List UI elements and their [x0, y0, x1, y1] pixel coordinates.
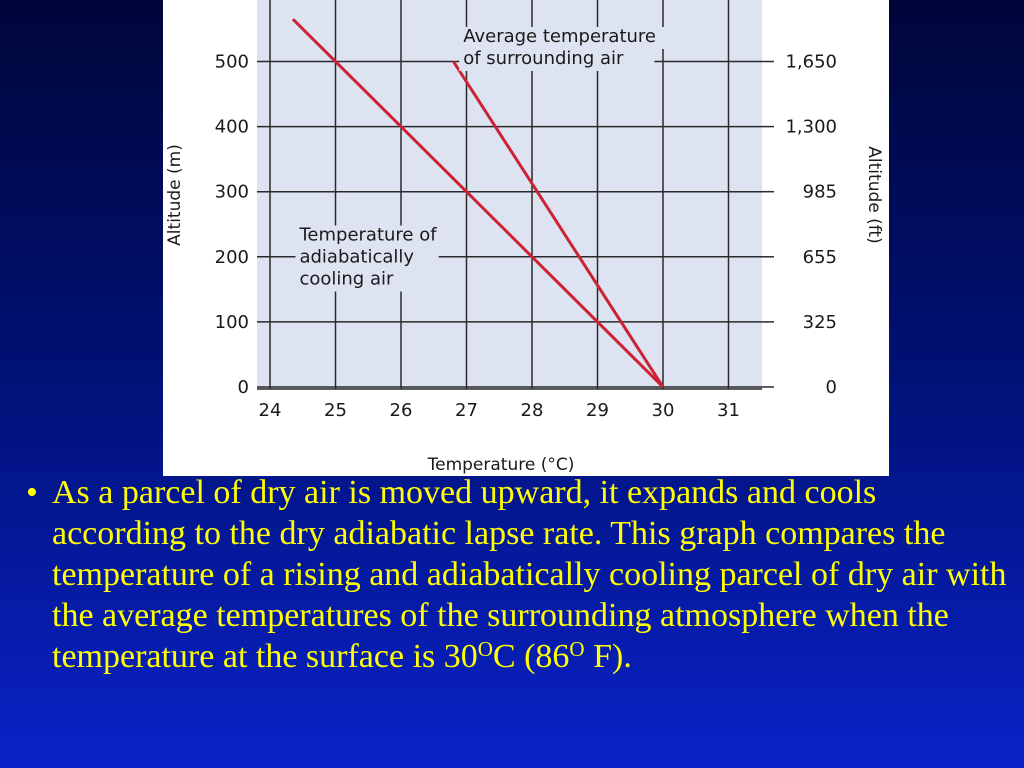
- annotation-label: of surrounding air: [463, 48, 624, 69]
- annotation-label: adiabatically: [299, 247, 414, 268]
- degree-superscript-fahrenheit: O: [569, 637, 585, 661]
- y-tick-label: 300: [215, 182, 249, 203]
- x-tick-label: 27: [455, 400, 478, 421]
- y-tick-label: 100: [215, 312, 249, 333]
- y2-tick-label: 325: [803, 312, 837, 333]
- bullet-text-end: F).: [584, 638, 632, 675]
- x-tick-label: 25: [324, 400, 347, 421]
- degree-superscript-celsius: O: [477, 637, 493, 661]
- annotation-backdrop: [295, 247, 439, 270]
- y2-axis-title: Altitude (ft): [864, 146, 884, 243]
- annotation-backdrop: [459, 26, 665, 49]
- y2-tick-label: 0: [826, 377, 837, 398]
- x-tick-label: 29: [586, 400, 609, 421]
- x-tick-label: 26: [390, 400, 413, 421]
- y2-tick-label: 1,300: [785, 117, 837, 138]
- y-tick-label: 200: [215, 247, 249, 268]
- y-tick-label: 400: [215, 117, 249, 138]
- bullet-marker: •: [26, 474, 38, 511]
- annotation-backdrop: [295, 269, 418, 292]
- y2-tick-label: 655: [803, 247, 837, 268]
- y2-tick-label: 1,650: [785, 52, 837, 73]
- y-tick-label: 500: [215, 52, 249, 73]
- bullet-text: As a parcel of dry air is moved upward, …: [52, 472, 1010, 681]
- annotation-label: Average temperature: [463, 26, 656, 47]
- annotation-label: Temperature of: [298, 225, 437, 246]
- annotation-label: cooling air: [299, 269, 394, 290]
- x-tick-label: 28: [521, 400, 544, 421]
- y2-tick-label: 985: [803, 182, 837, 203]
- tick-labels: 24 25 26 27 28 29 30 31 0 100 200 300 400 500 0 325 655 9…: [215, 52, 837, 422]
- series-line: [291, 18, 665, 389]
- bullet-text-mid: C (86: [492, 638, 570, 675]
- series-lines: [291, 18, 665, 389]
- series-line: [452, 60, 665, 388]
- annotation-backdrop: [295, 225, 450, 248]
- x-tick-label: 31: [717, 400, 740, 421]
- x-axis-title: Temperature (°C): [427, 455, 575, 475]
- chart-figure: Average temperature of surrounding air Tem…: [163, 0, 889, 476]
- annotation-backdrop: [459, 48, 655, 71]
- x-tick-label: 24: [259, 400, 282, 421]
- bullet-text-main: As a parcel of dry air is moved upward, …: [52, 474, 1007, 675]
- grid: [257, 0, 774, 390]
- y-tick-label: 0: [238, 377, 249, 398]
- x-tick-label: 30: [652, 400, 675, 421]
- y-axis-title: Altitude (m): [165, 144, 185, 246]
